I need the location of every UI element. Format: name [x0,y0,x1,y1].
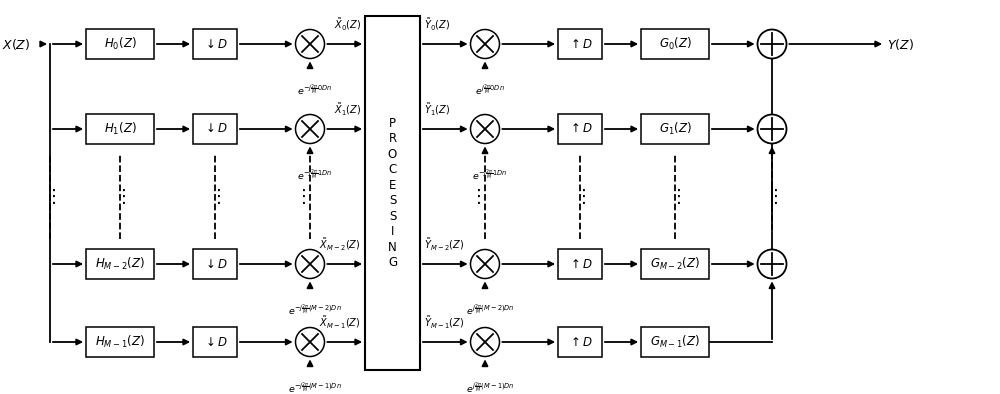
Text: $\vdots$: $\vdots$ [44,187,56,206]
Text: $X(Z)$: $X(Z)$ [2,37,30,52]
Bar [365,16,420,370]
Bar [86,327,154,357]
Text: $\tilde{Y}_{M-1}(Z)$: $\tilde{Y}_{M-1}(Z)$ [424,314,464,331]
Bar [641,249,709,279]
Text: $\uparrow D$: $\uparrow D$ [568,37,592,50]
Text: $\tilde{X}_1(Z)$: $\tilde{X}_1(Z)$ [334,101,361,118]
Circle shape [296,249,324,279]
Bar [193,29,237,59]
Circle shape [758,249,786,279]
Bar [558,29,602,59]
Text: $e^{-j\frac{2\pi}{M}(M-2)Dn}$: $e^{-j\frac{2\pi}{M}(M-2)Dn}$ [288,302,342,317]
Text: $G_{M-2}(Z)$: $G_{M-2}(Z)$ [650,256,700,272]
Text: $H_1(Z)$: $H_1(Z)$ [104,121,136,137]
Text: $\uparrow D$: $\uparrow D$ [568,336,592,349]
Circle shape [758,115,786,143]
Circle shape [296,30,324,58]
Text: $e^{-j\frac{2\pi}{M}1Dn}$: $e^{-j\frac{2\pi}{M}1Dn}$ [297,167,333,182]
Text: $\downarrow D$: $\downarrow D$ [203,37,227,50]
Text: $\downarrow D$: $\downarrow D$ [203,123,227,136]
Text: $e^{j\frac{2\pi}{M}(M-1)Dn}$: $e^{j\frac{2\pi}{M}(M-1)Dn}$ [466,380,514,394]
Text: $e^{-j\frac{2\pi}{M}(M-1)Dn}$: $e^{-j\frac{2\pi}{M}(M-1)Dn}$ [288,380,342,394]
Circle shape [296,115,324,143]
Bar [558,249,602,279]
Text: $Y(Z)$: $Y(Z)$ [887,37,914,52]
Text: $\tilde{X}_0(Z)$: $\tilde{X}_0(Z)$ [334,17,361,33]
Circle shape [758,30,786,58]
Text: $H_0(Z)$: $H_0(Z)$ [104,36,136,52]
Text: $\vdots$: $\vdots$ [209,187,221,206]
Circle shape [470,115,499,143]
Bar [558,327,602,357]
Text: $\tilde{X}_{M-2}(Z)$: $\tilde{X}_{M-2}(Z)$ [319,236,361,253]
Text: $G_{M-1}(Z)$: $G_{M-1}(Z)$ [650,334,700,350]
Text: P
R
O
C
E
S
S
I
N
G: P R O C E S S I N G [388,117,397,269]
Text: $\vdots$: $\vdots$ [469,187,481,206]
Text: $\uparrow D$: $\uparrow D$ [568,123,592,136]
Text: $\vdots$: $\vdots$ [669,187,681,206]
Text: $G_1(Z)$: $G_1(Z)$ [659,121,691,137]
Text: $G_0(Z)$: $G_0(Z)$ [659,36,691,52]
Bar [86,249,154,279]
Text: $\vdots$: $\vdots$ [114,187,126,206]
Bar [641,29,709,59]
Text: $\downarrow D$: $\downarrow D$ [203,336,227,349]
Text: $\tilde{X}_{M-1}(Z)$: $\tilde{X}_{M-1}(Z)$ [319,314,361,331]
Text: $\tilde{Y}_{M-2}(Z)$: $\tilde{Y}_{M-2}(Z)$ [424,236,464,253]
Text: $\vdots$: $\vdots$ [766,187,778,206]
Bar [86,114,154,144]
Text: $\tilde{Y}_0(Z)$: $\tilde{Y}_0(Z)$ [424,17,450,33]
Text: $e^{j\frac{2\pi}{M}(M-2)Dn}$: $e^{j\frac{2\pi}{M}(M-2)Dn}$ [466,302,514,317]
Text: $\uparrow D$: $\uparrow D$ [568,258,592,271]
Bar [86,29,154,59]
Circle shape [296,327,324,357]
Text: $H_{M-2}(Z)$: $H_{M-2}(Z)$ [95,256,145,272]
Text: $\downarrow D$: $\downarrow D$ [203,258,227,271]
Text: $e^{-j\frac{2\pi}{M}0Dn}$: $e^{-j\frac{2\pi}{M}0Dn}$ [297,82,333,97]
Bar [558,114,602,144]
Text: $\vdots$: $\vdots$ [574,187,586,206]
Text: $\vdots$: $\vdots$ [294,187,306,206]
Circle shape [470,327,499,357]
Bar [193,249,237,279]
Bar [193,327,237,357]
Bar [641,327,709,357]
Text: $e^{-j\frac{2\pi}{M}1Dn}$: $e^{-j\frac{2\pi}{M}1Dn}$ [472,167,508,182]
Circle shape [470,249,499,279]
Circle shape [470,30,499,58]
Bar [193,114,237,144]
Text: $H_{M-1}(Z)$: $H_{M-1}(Z)$ [95,334,145,350]
Text: $e^{j\frac{2\pi}{M}0Dn}$: $e^{j\frac{2\pi}{M}0Dn}$ [475,82,505,97]
Text: $\tilde{Y}_1(Z)$: $\tilde{Y}_1(Z)$ [424,101,450,118]
Bar [641,114,709,144]
